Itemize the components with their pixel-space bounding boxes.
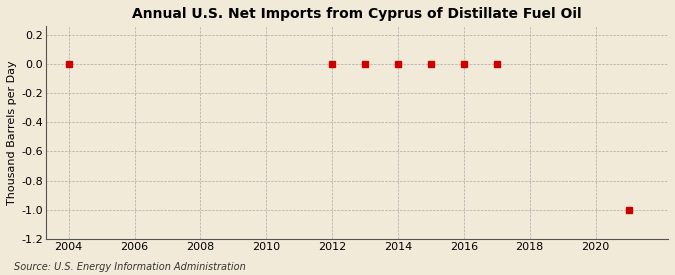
- Title: Annual U.S. Net Imports from Cyprus of Distillate Fuel Oil: Annual U.S. Net Imports from Cyprus of D…: [132, 7, 582, 21]
- Text: Source: U.S. Energy Information Administration: Source: U.S. Energy Information Administ…: [14, 262, 245, 272]
- Y-axis label: Thousand Barrels per Day: Thousand Barrels per Day: [7, 60, 17, 205]
